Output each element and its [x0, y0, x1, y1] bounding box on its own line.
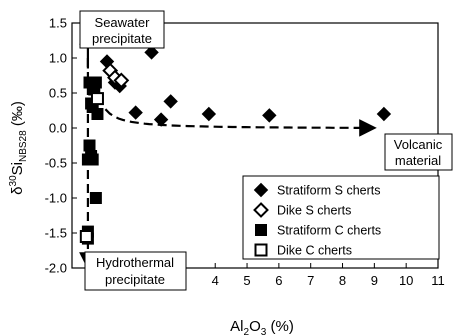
y-tick-label: -0.5 — [45, 156, 67, 171]
legend-label: Stratiform S cherts — [277, 184, 381, 198]
y-axis-title-sub: NBS28 — [18, 130, 29, 162]
legend-marker-diamond-filled — [253, 182, 269, 198]
legend: Stratiform S cherts Dike S cherts Stratifo… — [242, 175, 440, 260]
annotation-seawater-line2: precipitate — [92, 31, 152, 46]
data-point-square-filled — [89, 192, 102, 204]
data-points — [79, 45, 392, 245]
x-tick-label: 4 — [212, 273, 219, 288]
x-tick-label: 6 — [275, 273, 282, 288]
x-tick-label: 8 — [339, 273, 346, 288]
annotation-volcanic: Volcanic material — [384, 133, 453, 171]
legend-marker-square-open — [254, 243, 268, 257]
x-axis-title-sub2: 3 — [261, 327, 267, 335]
data-point-square-filled — [81, 153, 94, 166]
y-axis-title: δ30SiNBS28 (‰) — [8, 101, 29, 195]
x-axis-title-sub: 2 — [244, 327, 250, 335]
data-point-diamond-filled — [128, 105, 143, 120]
legend-label: Dike S cherts — [277, 204, 351, 218]
data-point-diamond-filled — [376, 106, 392, 122]
x-axis-title: Al2O3 (%) — [230, 318, 294, 335]
data-point-diamond-filled — [163, 94, 178, 109]
y-tick-label: 0.0 — [49, 121, 67, 136]
y-tick-label: -1.0 — [45, 191, 67, 206]
data-point-diamond-open — [113, 72, 130, 89]
x-tick-label: 10 — [399, 273, 413, 288]
legend-label: Dike C cherts — [277, 244, 352, 258]
y-axis-title-si: Si — [9, 162, 26, 175]
y-axis-title-unit: (‰) — [9, 101, 26, 130]
x-tick-label: 5 — [243, 273, 250, 288]
data-point-square-filled — [91, 108, 104, 120]
data-point-square-filled — [83, 139, 96, 152]
x-tick-label: 11 — [431, 273, 445, 288]
x-axis-title-main: Al — [230, 318, 243, 335]
annotation-seawater: Seawater precipitate — [79, 10, 165, 49]
y-tick-label: -2.0 — [45, 261, 67, 276]
x-tick-label: 9 — [371, 273, 378, 288]
legend-marker-diamond-open — [253, 202, 269, 218]
y-tick-label: 0.5 — [49, 86, 67, 101]
legend-label: Stratiform C cherts — [277, 224, 381, 238]
x-axis-title-unit: (%) — [266, 318, 294, 335]
data-point-diamond-filled — [201, 106, 217, 122]
annotation-seawater-line1: Seawater — [95, 15, 151, 30]
data-point-square-open — [79, 230, 93, 243]
x-axis-title-rest: O — [249, 318, 261, 335]
y-tick-label: 1.0 — [49, 51, 67, 66]
data-point-diamond-filled — [262, 108, 277, 123]
annotation-hydrothermal: Hydrothermal precipitate — [84, 251, 187, 291]
annotation-hydrothermal-line2: precipitate — [105, 272, 165, 287]
data-point-square-open — [90, 92, 104, 106]
y-tick-label: 1.5 — [49, 16, 67, 31]
trend-curve-volcanic — [104, 108, 377, 137]
annotation-hydrothermal-line1: Hydrothermal — [96, 255, 174, 270]
data-point-diamond-filled — [144, 45, 159, 60]
legend-items: Stratiform S cherts Dike S cherts Stratifo… — [253, 182, 381, 258]
annotation-volcanic-line1: Volcanic — [394, 137, 443, 152]
y-tick-label: -1.5 — [45, 226, 67, 241]
legend-box — [242, 175, 440, 260]
data-point-diamond-filled — [153, 112, 169, 127]
y-axis-title-sup: 30 — [8, 175, 19, 187]
annotation-volcanic-line2: material — [395, 153, 441, 168]
data-point-square-filled — [89, 76, 102, 89]
x-tick-label: 7 — [307, 273, 314, 288]
legend-marker-square-filled — [255, 224, 267, 236]
y-axis-title-delta: δ — [9, 186, 26, 194]
